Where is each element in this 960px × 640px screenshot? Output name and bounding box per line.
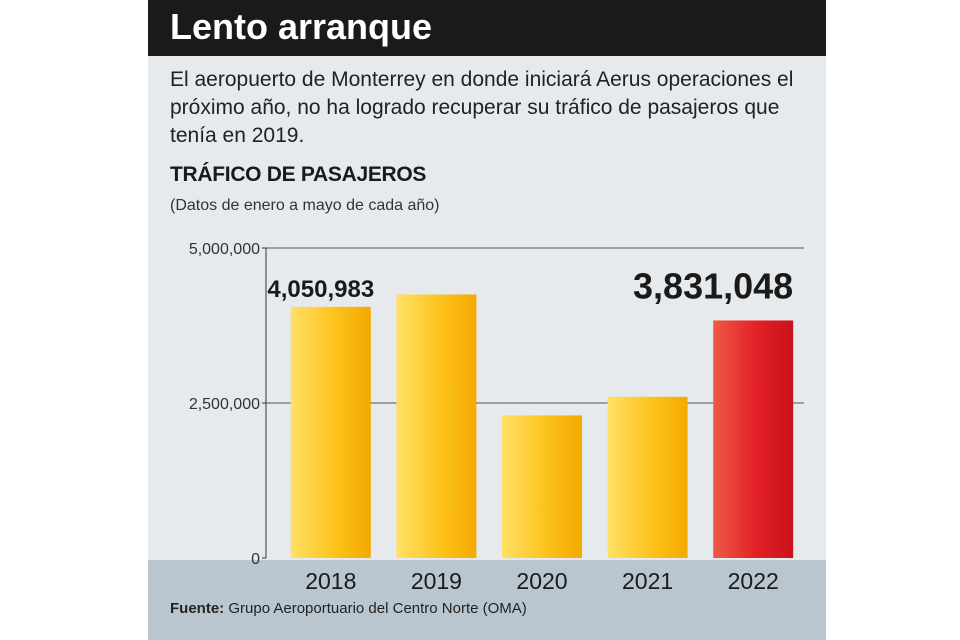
y-tick-label: 2,500,000 bbox=[189, 396, 260, 413]
bar-2021 bbox=[607, 396, 688, 558]
bar-2020 bbox=[502, 415, 582, 558]
bar-2022 bbox=[713, 320, 794, 558]
bar-chart: 0 2,500,000 5,000,000 2018 2019 2020 2021 2022 4… bbox=[189, 241, 804, 594]
source-note: Fuente: Grupo Aeroportuario del Centro N… bbox=[170, 600, 527, 617]
x-tick-label: 2018 bbox=[305, 568, 356, 594]
intro-text: El aeropuerto de Monterrey en donde inic… bbox=[170, 68, 794, 147]
x-tick-label: 2020 bbox=[516, 568, 567, 594]
chart-subtitle: (Datos de enero a mayo de cada año) bbox=[170, 197, 440, 214]
bar-2019 bbox=[396, 294, 477, 558]
header-bar: Lento arranque bbox=[148, 0, 826, 56]
x-tick-label: 2021 bbox=[622, 568, 673, 594]
source-text: Grupo Aeroportuario del Centro Norte (OM… bbox=[228, 600, 527, 617]
y-tick-label: 0 bbox=[251, 551, 260, 568]
headline: Lento arranque bbox=[170, 6, 433, 47]
data-label: 3,831,048 bbox=[633, 265, 793, 306]
y-tick-label: 5,000,000 bbox=[189, 241, 260, 258]
x-tick-label: 2022 bbox=[728, 568, 779, 594]
source-label: Fuente: bbox=[170, 600, 225, 617]
footer-band bbox=[148, 560, 826, 640]
chart-title: TRÁFICO DE PASAJEROS bbox=[170, 163, 427, 186]
bar-2018 bbox=[290, 306, 371, 558]
data-label: 4,050,983 bbox=[267, 276, 374, 303]
x-tick-label: 2019 bbox=[411, 568, 462, 594]
infographic-card: Lento arranque El aeropuerto de Monterre… bbox=[148, 0, 826, 640]
